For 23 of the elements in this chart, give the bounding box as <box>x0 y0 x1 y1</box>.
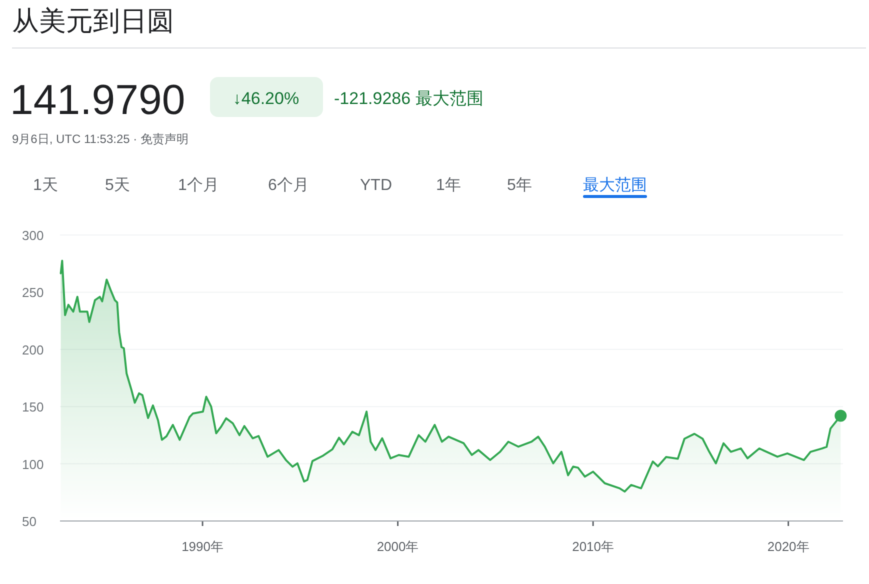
text: 1天 <box>33 177 58 194</box>
text: 9月6日, UTC 11:53:25 · 免责声明 <box>12 132 188 146</box>
text: ↓46.20% <box>232 89 300 108</box>
text: -121.9286 最大范围 <box>334 89 484 108</box>
x-tick-label: 2020年 <box>767 539 810 554</box>
text: 1年 <box>436 177 461 194</box>
text: 1个月 <box>178 176 219 194</box>
y-tick-label: 200 <box>22 342 44 358</box>
chart-title: 从美元到日圆 <box>12 6 174 36</box>
text: 5年 <box>507 177 532 194</box>
text: 最大范围 <box>583 176 647 194</box>
text: 6个月 <box>268 176 309 194</box>
y-tick-label: 300 <box>22 228 44 243</box>
x-tick-label: 1990年 <box>182 539 224 554</box>
text: 5天 <box>105 177 130 194</box>
y-tick-label: 50 <box>22 514 36 529</box>
y-tick-label: 100 <box>22 456 44 472</box>
chart-subtitle: 141.9790 <box>10 76 186 123</box>
y-tick-label: 250 <box>22 285 44 300</box>
y-tick-label: 150 <box>22 400 44 415</box>
x-tick-label: 2010年 <box>572 539 614 554</box>
x-tick-label: 2000年 <box>376 539 419 554</box>
text: YTD <box>360 177 392 194</box>
